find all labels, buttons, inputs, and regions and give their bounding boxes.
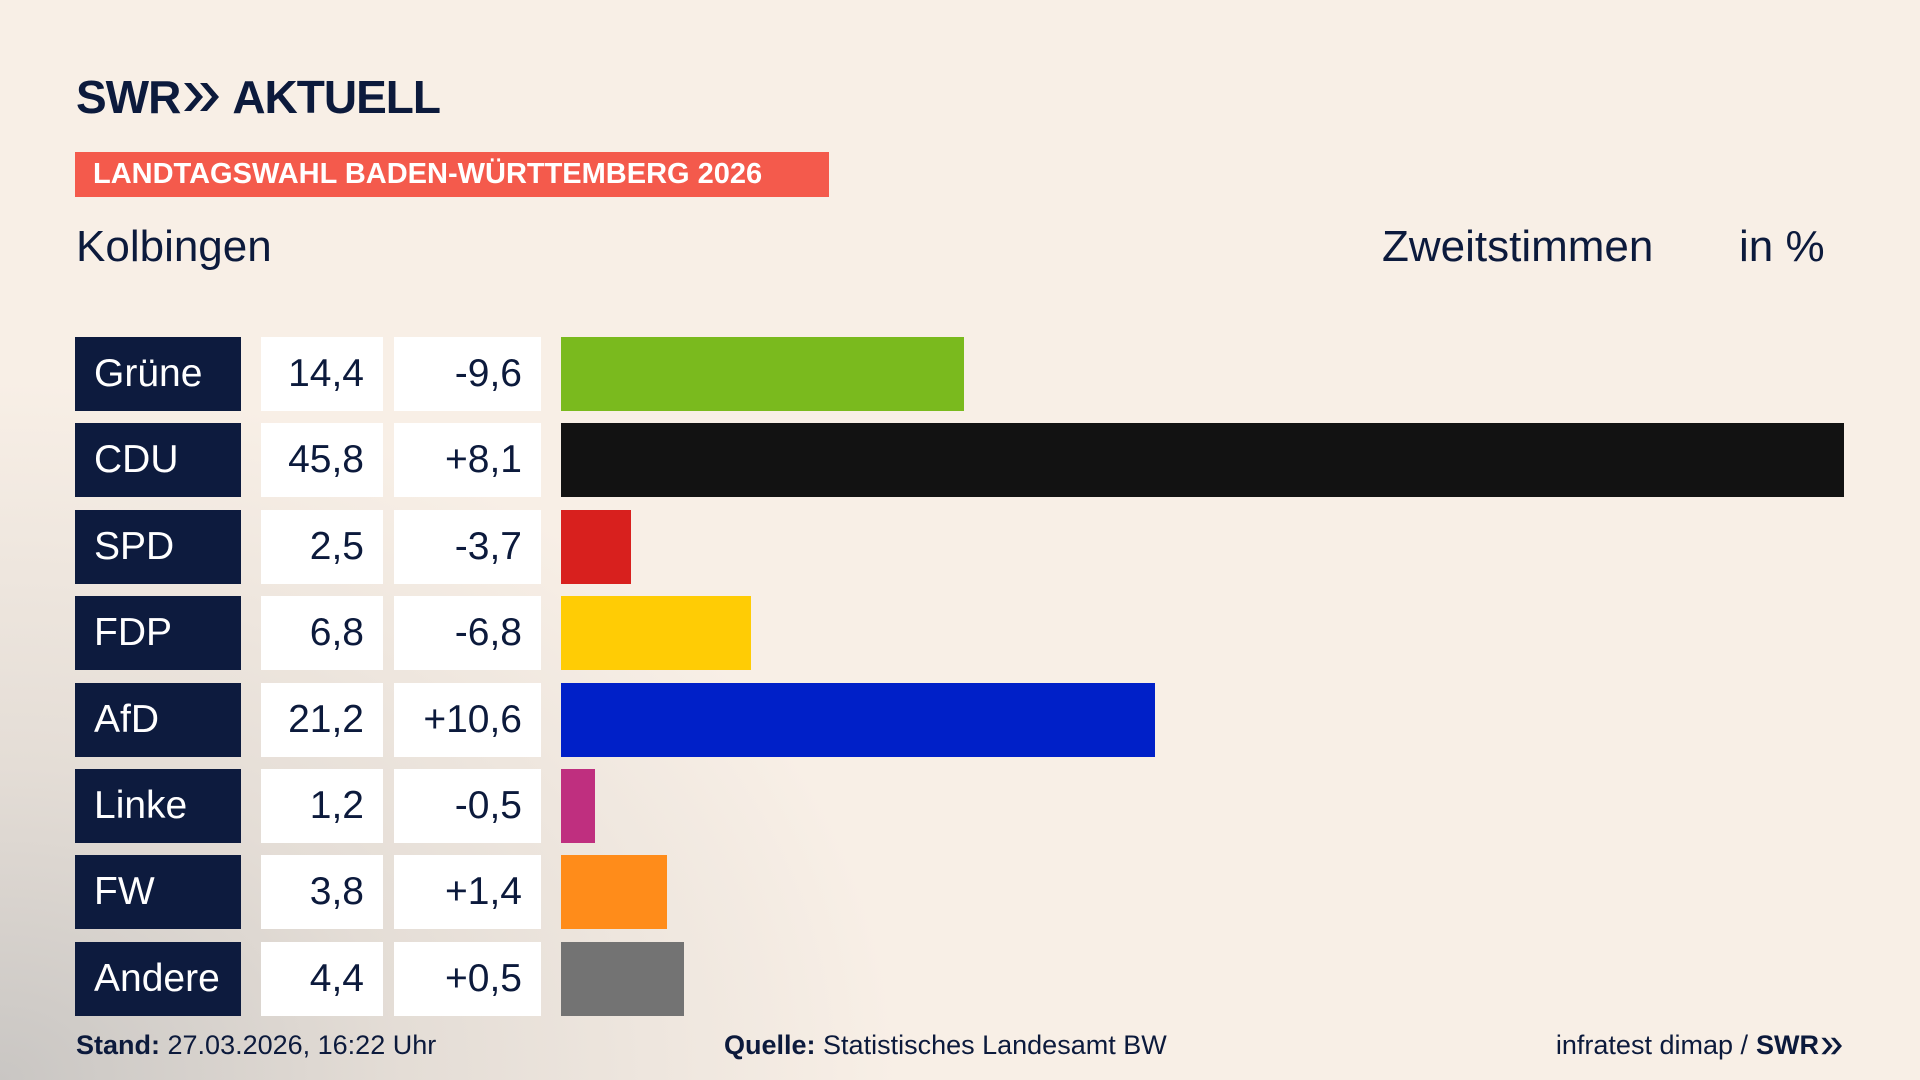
source-label: Quelle: bbox=[724, 1030, 816, 1060]
value-label: 2,5 bbox=[261, 509, 383, 584]
change-label: -6,8 bbox=[394, 596, 541, 671]
change-label: +8,1 bbox=[394, 423, 541, 498]
value-label: 1,2 bbox=[261, 769, 383, 843]
logo: SWR AKTUELL bbox=[76, 70, 441, 124]
stand-value: 27.03.2026, 16:22 Uhr bbox=[167, 1030, 437, 1060]
value-label: 14,4 bbox=[261, 337, 383, 411]
party-label: CDU bbox=[75, 423, 241, 498]
subtitle: Zweitstimmen bbox=[1382, 222, 1654, 271]
banner: LANDTAGSWAHL BADEN-WÜRTTEMBERG 2026 bbox=[75, 152, 829, 197]
party-label: Linke bbox=[75, 769, 241, 843]
bar bbox=[561, 769, 595, 843]
value-label: 6,8 bbox=[261, 596, 383, 671]
credit: infratest dimap / SWR bbox=[1556, 1030, 1844, 1061]
value-label: 45,8 bbox=[261, 423, 383, 498]
source: Quelle: Statistisches Landesamt BW bbox=[724, 1030, 1167, 1061]
party-label: SPD bbox=[75, 509, 241, 584]
change-label: +10,6 bbox=[394, 682, 541, 757]
stand-label: Stand: bbox=[76, 1030, 160, 1060]
credit-text: infratest dimap / bbox=[1555, 1030, 1748, 1060]
bar bbox=[561, 596, 752, 671]
value-label: 3,8 bbox=[261, 855, 383, 930]
party-label: Grüne bbox=[75, 337, 241, 411]
bar bbox=[561, 682, 1155, 757]
stand: Stand: 27.03.2026, 16:22 Uhr bbox=[76, 1030, 436, 1061]
bar bbox=[561, 941, 685, 1016]
change-label: +0,5 bbox=[394, 941, 541, 1016]
bar bbox=[561, 855, 668, 930]
party-label: AfD bbox=[75, 682, 241, 757]
change-label: -0,5 bbox=[394, 769, 541, 843]
unit: in % bbox=[1739, 222, 1825, 271]
value-label: 4,4 bbox=[261, 941, 383, 1016]
logo-chevrons bbox=[184, 83, 220, 111]
credit-chevrons bbox=[1821, 1037, 1842, 1054]
party-label: Andere bbox=[75, 941, 241, 1016]
value-label: 21,2 bbox=[261, 682, 383, 757]
logo-text: SWR bbox=[76, 71, 181, 123]
change-label: +1,4 bbox=[394, 855, 541, 930]
bar bbox=[561, 509, 632, 584]
bar bbox=[561, 423, 1844, 498]
change-label: -3,7 bbox=[394, 509, 541, 584]
change-label: -9,6 bbox=[394, 337, 541, 411]
source-value: Statistisches Landesamt BW bbox=[823, 1030, 1167, 1060]
party-label: FDP bbox=[75, 596, 241, 671]
logo-suffix: AKTUELL bbox=[232, 71, 441, 123]
chart-title: Kolbingen bbox=[76, 222, 272, 271]
credit-logo: SWR bbox=[1756, 1030, 1819, 1060]
footer: Stand: 27.03.2026, 16:22 Uhr Quelle: Sta… bbox=[0, 1030, 1920, 1070]
bar bbox=[561, 337, 965, 411]
party-label: FW bbox=[75, 855, 241, 930]
